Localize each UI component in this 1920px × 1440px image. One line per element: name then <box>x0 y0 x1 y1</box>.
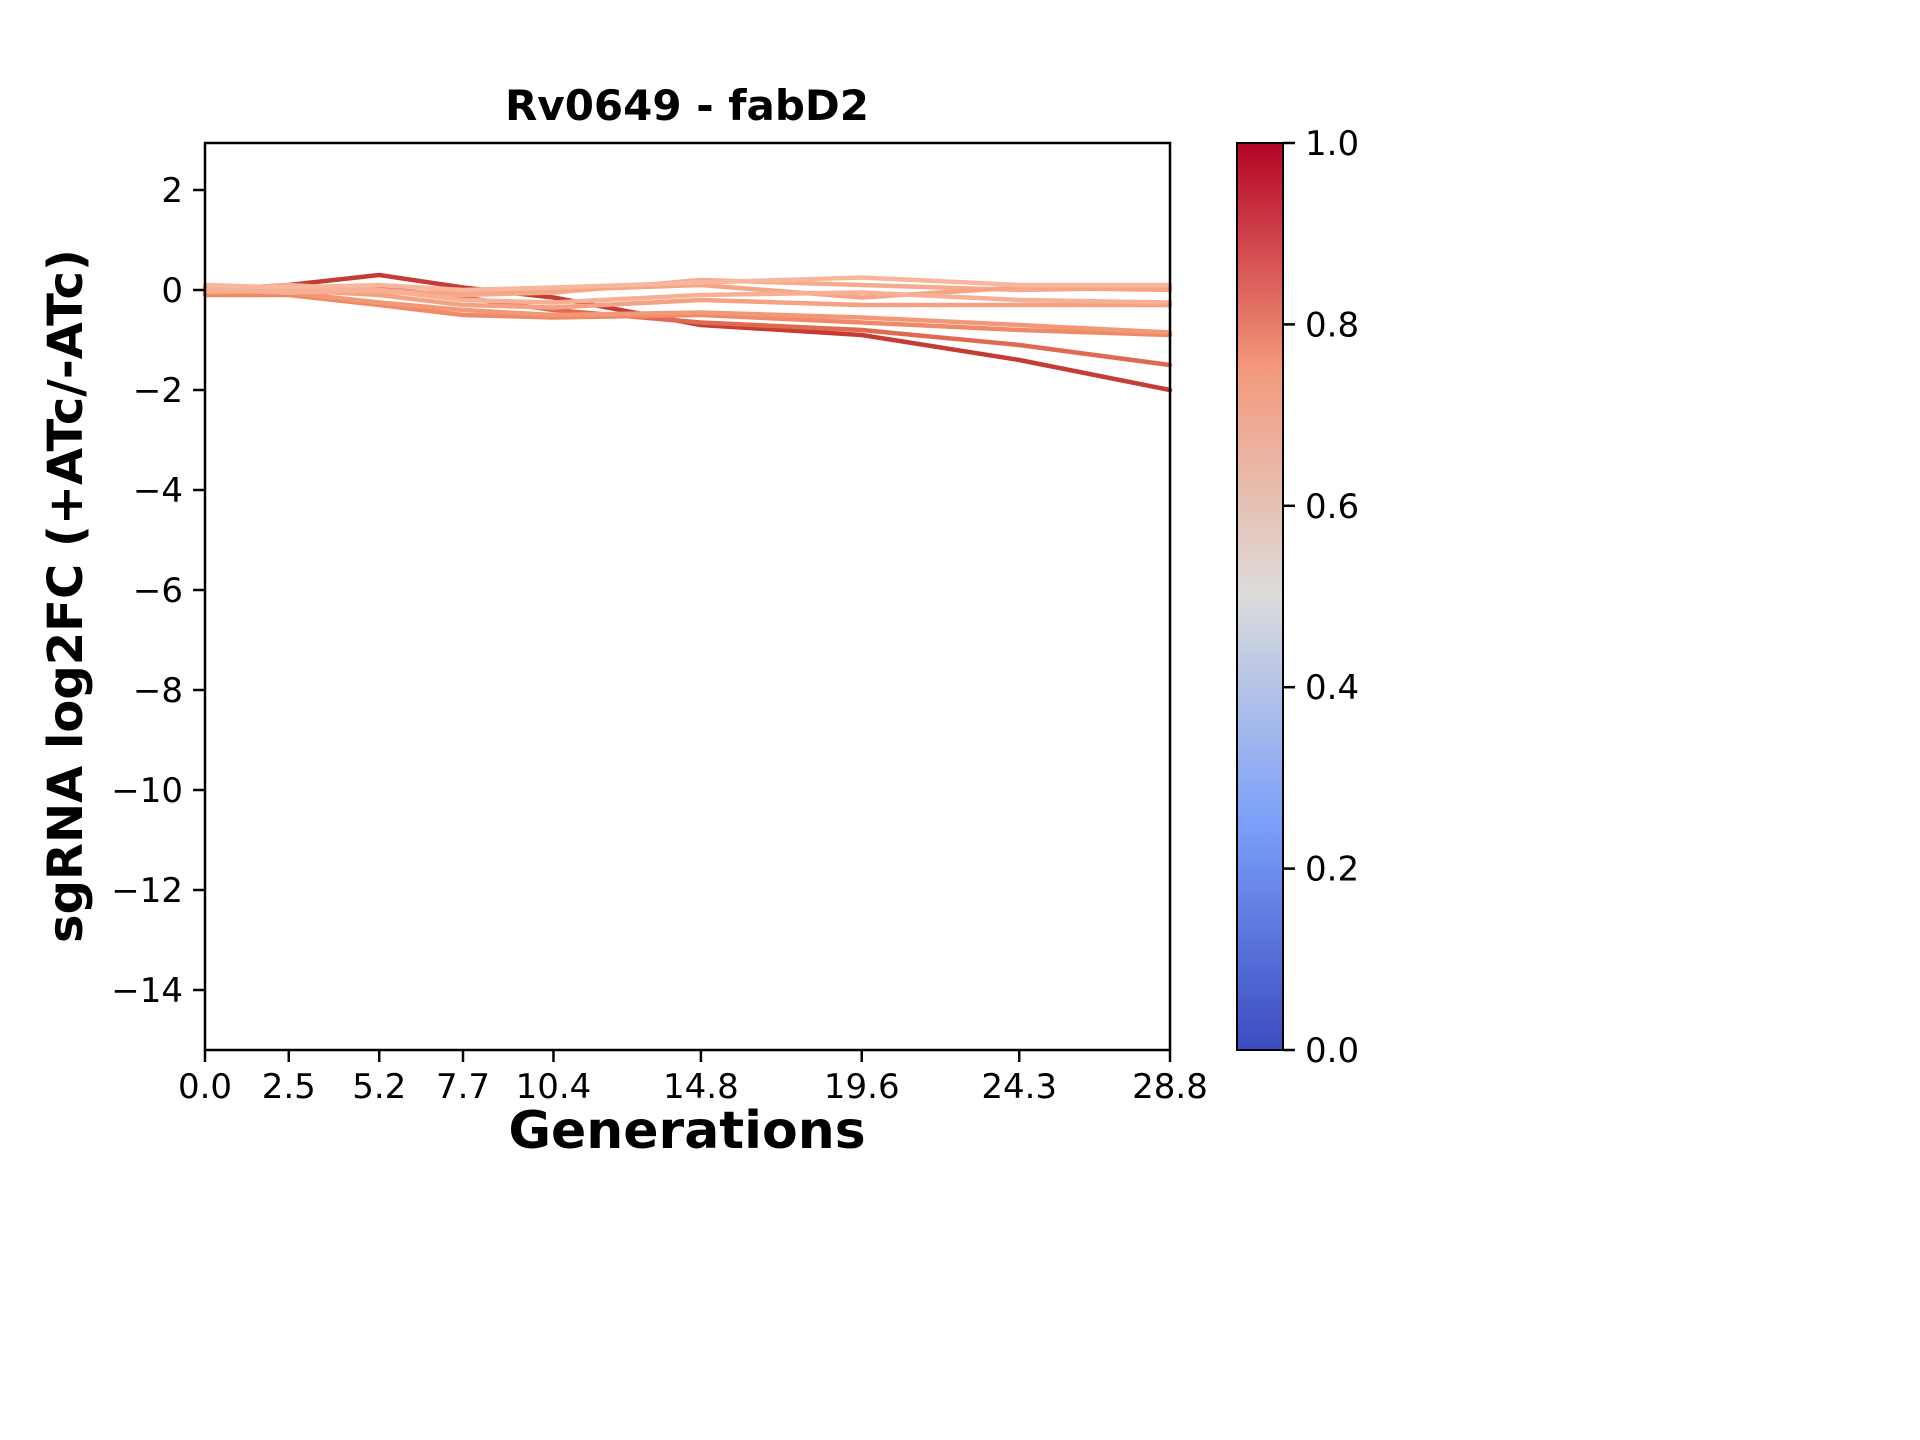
chart-title: Rv0649 - fabD2 <box>505 81 869 130</box>
series-lines <box>202 272 1173 393</box>
series-line <box>202 275 1173 293</box>
y-tick-label: −14 <box>111 971 183 1011</box>
series-line <box>202 272 1173 393</box>
colorbar-gradient <box>1236 142 1284 1051</box>
y-tick-label: −8 <box>133 671 183 711</box>
x-tick-label: 2.5 <box>262 1067 316 1107</box>
x-axis-label: Generations <box>508 1101 865 1161</box>
colorbar-tick-label: 0.8 <box>1305 305 1359 345</box>
series-line <box>202 287 1173 305</box>
x-tick-label: 28.8 <box>1132 1067 1208 1107</box>
y-tick-label: −10 <box>111 771 183 811</box>
series-line <box>202 292 1173 338</box>
colorbar-tick-label: 0.4 <box>1305 668 1359 708</box>
colorbar: 0.0 0.2 0.4 0.6 0.8 1.0 <box>1236 124 1359 1071</box>
y-axis: 2 0 −2 −4 −6 −8 −10 −12 −14 <box>111 171 205 1011</box>
colorbar-tick-label: 1.0 <box>1305 124 1359 164</box>
y-tick-label: −6 <box>133 571 183 611</box>
colorbar-tick-label: 0.0 <box>1305 1031 1359 1071</box>
colorbar-tick-label: 0.6 <box>1305 487 1359 527</box>
y-tick-label: 0 <box>161 271 183 311</box>
x-tick-label: 0.0 <box>178 1067 232 1107</box>
x-tick-label: 5.2 <box>352 1067 406 1107</box>
x-axis: 0.0 2.5 5.2 7.7 10.4 14.8 19.6 24.3 28.8 <box>178 1050 1208 1107</box>
y-axis-label: sgRNA log2FC (+ATc/-ATc) <box>38 249 94 943</box>
colorbar-tick-label: 0.2 <box>1305 850 1359 890</box>
x-tick-label: 14.8 <box>663 1067 739 1107</box>
series-line <box>202 287 1173 335</box>
y-tick-label: −12 <box>111 871 183 911</box>
y-tick-label: 2 <box>161 171 183 211</box>
x-tick-label: 19.6 <box>824 1067 900 1107</box>
colorbar-ticks: 0.0 0.2 0.4 0.6 0.8 1.0 <box>1283 124 1359 1071</box>
x-tick-label: 7.7 <box>436 1067 490 1107</box>
axes-frame <box>203 141 1172 1052</box>
x-tick-label: 24.3 <box>981 1067 1057 1107</box>
x-tick-label: 10.4 <box>516 1067 592 1107</box>
y-tick-label: −4 <box>133 471 183 511</box>
y-tick-label: −2 <box>133 371 183 411</box>
